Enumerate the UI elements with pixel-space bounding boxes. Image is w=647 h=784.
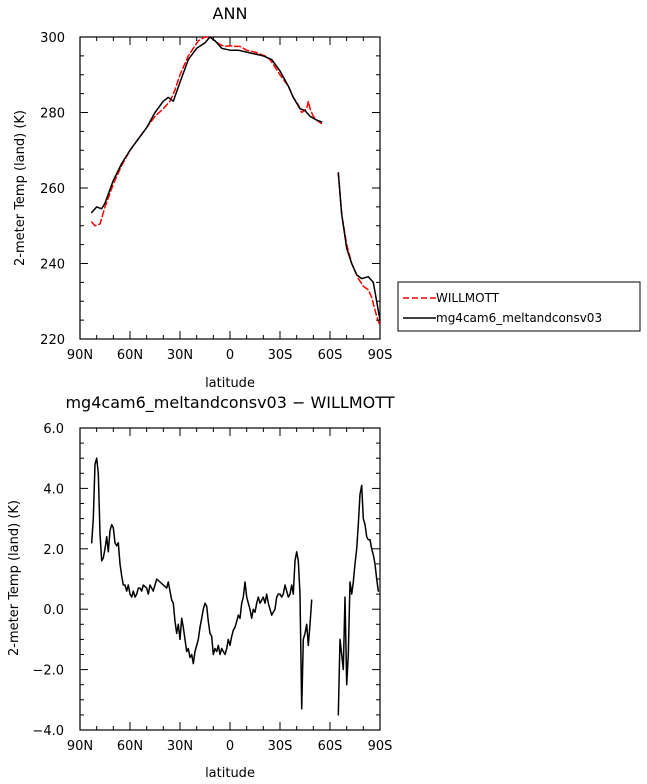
top-chart-title: ANN: [213, 4, 248, 23]
top-x-tick-label: 90S: [368, 348, 393, 363]
bottom-y-axis-label: 2-meter Temp (land) (K): [7, 500, 22, 656]
bottom-y-axis: −4.0 −2.0 0.0 2.0 4.0 6.0: [32, 422, 380, 739]
top-x-tick-label: 90N: [67, 348, 93, 363]
top-series-1-line-segment-1: [337, 172, 381, 321]
top-y-axis-label: 2-meter Temp (land) (K): [13, 110, 28, 266]
legend: WILLMOTT mg4cam6_meltandconsv03: [397, 281, 641, 332]
bottom-y-tick-label: 4.0: [43, 482, 64, 497]
bottom-plot-frame: [79, 427, 381, 731]
bottom-chart-title: mg4cam6_meltandconsv03 − WILLMOTT: [65, 393, 394, 413]
bottom-y-tick-label: −2.0: [32, 664, 64, 679]
bottom-series-0-line-segment-0: [90, 457, 313, 710]
legend-box: [397, 281, 641, 332]
bottom-x-tick-label: 30S: [268, 739, 293, 754]
bottom-x-tick-label: 0: [226, 739, 234, 754]
legend-label-willmott: WILLMOTT: [436, 291, 500, 305]
bottom-plot-area: [79, 427, 381, 731]
top-x-axis: 90N 60N 30N 0 30S 60S 90S: [67, 37, 393, 363]
top-y-tick-label: 260: [40, 182, 65, 197]
top-x-axis-label: latitude: [205, 376, 255, 391]
bottom-y-tick-label: 2.0: [43, 543, 64, 558]
bottom-x-tick-label: 60N: [117, 739, 143, 754]
legend-label-model: mg4cam6_meltandconsv03: [436, 311, 602, 325]
bottom-y-tick-label: 0.0: [43, 603, 64, 618]
top-x-tick-label: 60S: [318, 348, 343, 363]
top-x-tick-label: 30N: [167, 348, 193, 363]
top-plot-frame: [79, 36, 381, 340]
top-y-axis: 220 240 260 280 300: [40, 31, 380, 348]
top-series-1-line-segment-0: [90, 36, 323, 214]
top-series-0-line-segment-1: [337, 172, 381, 327]
bottom-chart: mg4cam6_meltandconsv03 − WILLMOTT −4.0 −2…: [7, 393, 395, 781]
bottom-x-tick-label: 60S: [318, 739, 343, 754]
bottom-x-tick-label: 90N: [67, 739, 93, 754]
top-y-tick-label: 280: [40, 107, 65, 122]
bottom-y-tick-label: −4.0: [32, 724, 64, 739]
top-x-tick-label: 0: [226, 348, 234, 363]
top-y-tick-label: 300: [40, 31, 65, 46]
top-x-tick-label: 30S: [268, 348, 293, 363]
bottom-series-0-line-segment-1: [337, 484, 380, 716]
top-y-tick-label: 220: [40, 333, 65, 348]
bottom-x-axis-label: latitude: [205, 766, 255, 781]
top-y-tick-label: 240: [40, 258, 65, 273]
top-plot-area: [79, 36, 381, 340]
bottom-x-axis: 90N 60N 30N 0 30S 60S 90S: [67, 428, 393, 754]
bottom-y-tick-label: 6.0: [43, 422, 64, 437]
top-series-0-line-segment-0: [90, 36, 323, 227]
bottom-x-tick-label: 90S: [368, 739, 393, 754]
bottom-x-tick-label: 30N: [167, 739, 193, 754]
top-x-tick-label: 60N: [117, 348, 143, 363]
